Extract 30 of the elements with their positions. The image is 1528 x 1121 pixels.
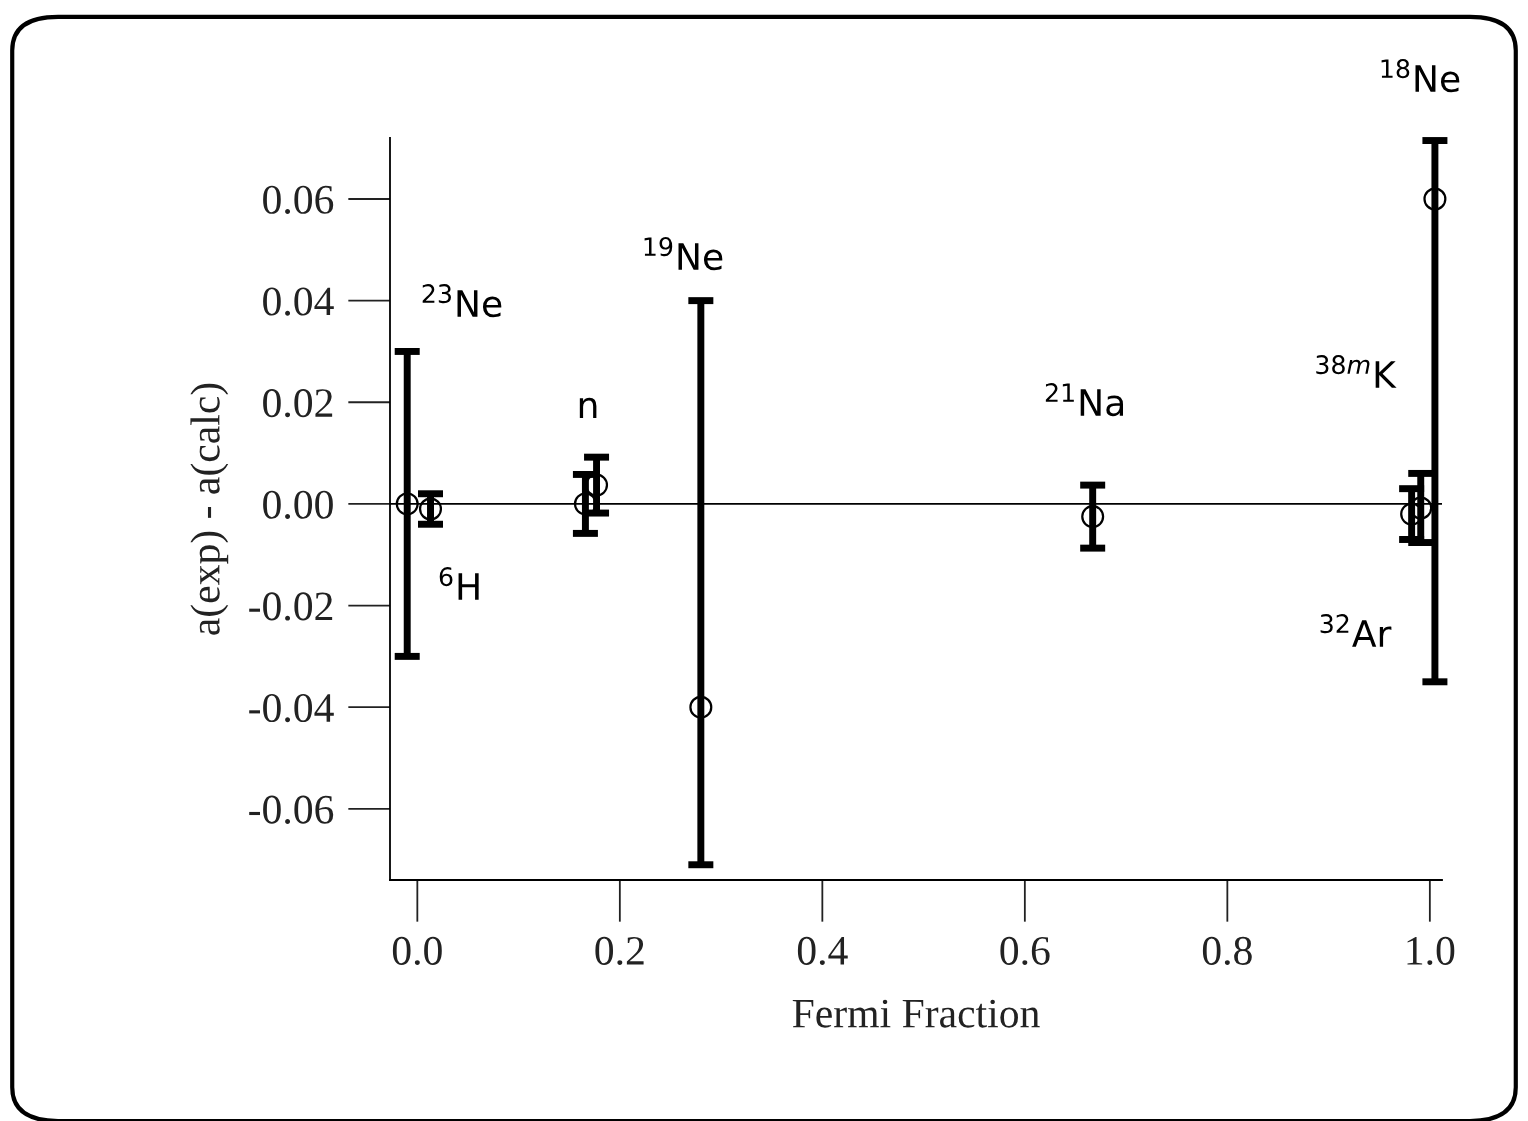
annotation: n [579, 397, 597, 418]
annotation: $^{38m}$K [1316, 355, 1397, 388]
y-axis-title: a(exp) - a(calc) [190, 383, 229, 635]
x-tick-label: 0.0 [392, 936, 442, 966]
y-tick-label: -0.04 [249, 693, 334, 723]
x-tick-label: 0.2 [595, 936, 644, 966]
annotation: $^{23}$Ne [422, 284, 502, 318]
x-tick-label: 0.8 [1202, 936, 1252, 966]
point [1081, 505, 1105, 529]
x-tick-label: 0.4 [797, 936, 848, 966]
annotation: $^{6}$H [439, 567, 479, 600]
y-tick-label: -0.02 [249, 592, 333, 621]
y-tick-label: 0.04 [263, 287, 334, 316]
annotation: $^{32}$Ar [1320, 614, 1392, 647]
y-tick-label: 0.06 [263, 185, 334, 215]
point [573, 492, 597, 516]
annotation: $^{21}$Na [1045, 383, 1124, 417]
annotation: $^{19}$Ne [644, 237, 723, 271]
x-axis-title: Fermi Fraction [792, 999, 1040, 1028]
text: $^{18}$Ne [1381, 59, 1460, 93]
y-tick-label: 0.02 [263, 389, 333, 418]
x-tick-label: 1.0 [1407, 936, 1455, 966]
point [418, 497, 443, 521]
y-tick-label: 0.00 [263, 490, 333, 519]
point [395, 492, 419, 516]
point [1423, 187, 1447, 211]
point [689, 695, 713, 719]
x-tick-label: 0.6 [1000, 936, 1050, 966]
point [585, 473, 609, 497]
y-tick-label: -0.06 [249, 795, 334, 824]
